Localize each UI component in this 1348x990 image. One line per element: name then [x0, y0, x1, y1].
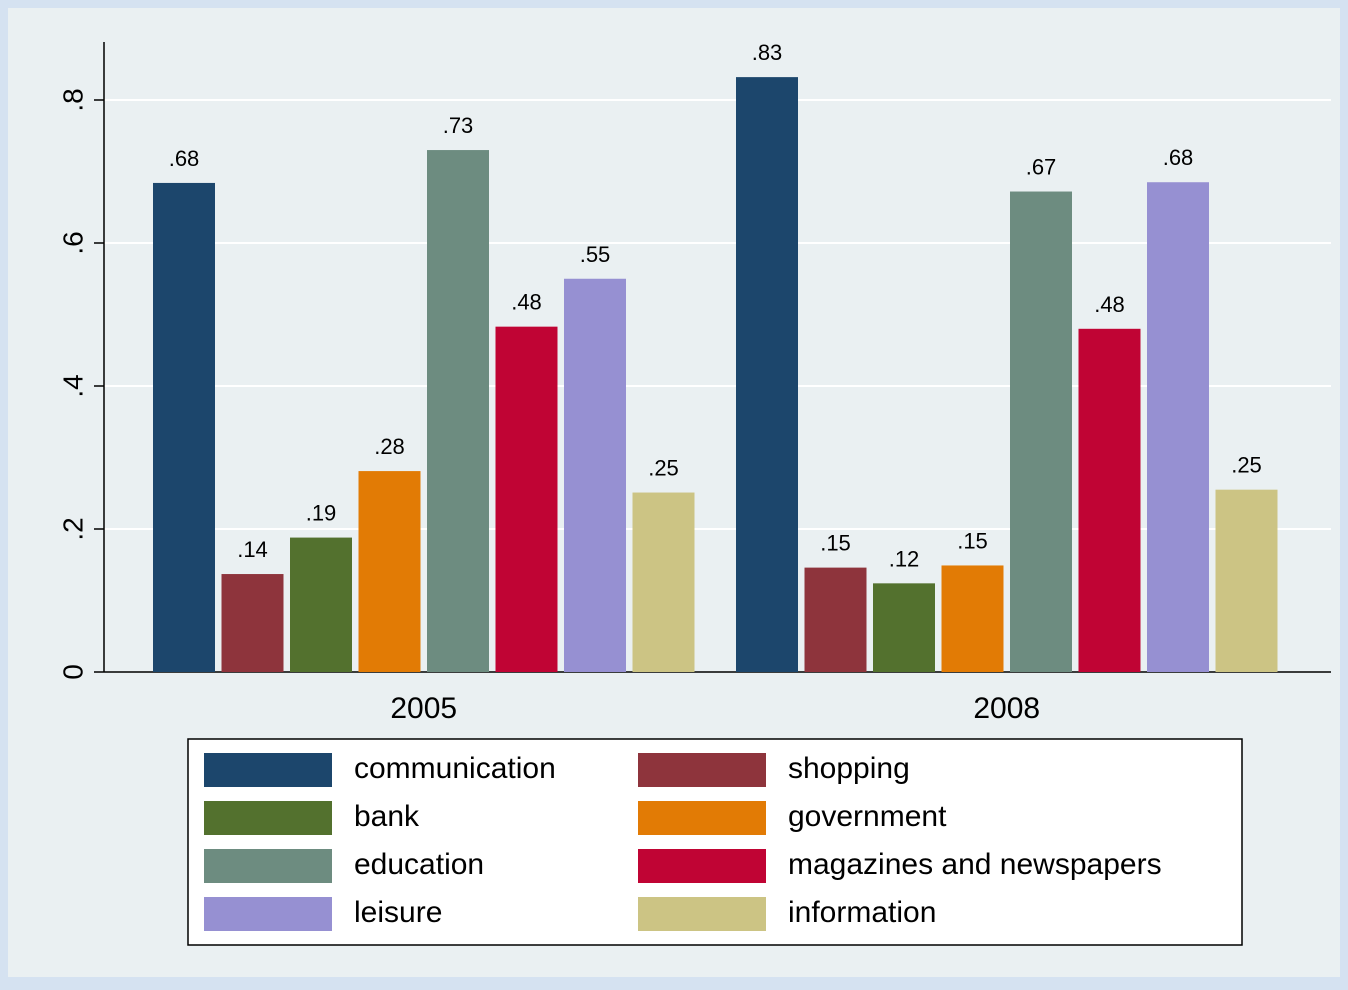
y-tick-label: .8: [57, 88, 88, 111]
legend-swatch: [204, 897, 332, 931]
legend-label: bank: [354, 800, 420, 833]
bar: [941, 565, 1004, 672]
bar: [1147, 182, 1209, 672]
y-tick-label: .2: [57, 517, 88, 540]
legend-swatch: [638, 753, 766, 787]
bar: [1010, 191, 1072, 672]
bar-value-label: .68: [169, 146, 200, 171]
bar: [736, 77, 798, 673]
bar: [564, 278, 626, 672]
legend-swatch: [204, 849, 332, 883]
bar: [153, 182, 215, 672]
legend-swatch: [204, 801, 332, 835]
bar-value-label: .19: [306, 501, 337, 526]
y-tick-label: .6: [57, 231, 88, 254]
bar-value-label: .15: [957, 528, 988, 553]
legend-label: shopping: [788, 752, 910, 785]
bar: [358, 471, 421, 672]
bar-value-label: .67: [1026, 155, 1057, 180]
bar-value-label: .48: [1094, 292, 1125, 317]
bar: [290, 537, 352, 672]
bar-value-label: .73: [443, 113, 474, 138]
legend-label: magazines and newspapers: [788, 848, 1162, 881]
x-category-label: 2005: [390, 692, 457, 725]
legend-label: leisure: [354, 896, 442, 929]
y-tick-label: .4: [57, 374, 88, 397]
bar: [804, 567, 867, 672]
bar-value-label: .83: [752, 40, 783, 65]
legend-label: communication: [354, 752, 556, 785]
legend-swatch: [638, 849, 766, 883]
bar-value-label: .15: [820, 531, 851, 556]
legend-label: government: [788, 800, 947, 833]
bar-value-label: .68: [1163, 145, 1194, 170]
bar: [1215, 489, 1278, 672]
bar: [427, 150, 489, 673]
y-tick-label: 0: [57, 664, 88, 680]
x-category-label: 2008: [973, 692, 1040, 725]
bar-value-label: .14: [237, 537, 268, 562]
legend-swatch: [204, 753, 332, 787]
bar-value-label: .25: [648, 456, 679, 481]
legend-label: information: [788, 896, 936, 929]
bar-value-label: .48: [511, 290, 542, 315]
bar: [632, 492, 695, 672]
bar: [221, 574, 284, 672]
bar: [495, 326, 558, 672]
bar: [1078, 328, 1141, 672]
legend-label: education: [354, 848, 484, 881]
legend-swatch: [638, 801, 766, 835]
bar: [873, 583, 935, 672]
bar-value-label: .25: [1231, 453, 1262, 478]
bar-value-label: .12: [889, 546, 920, 571]
legend-swatch: [638, 897, 766, 931]
bar-value-label: .55: [580, 242, 611, 267]
bar-value-label: .28: [374, 434, 405, 459]
